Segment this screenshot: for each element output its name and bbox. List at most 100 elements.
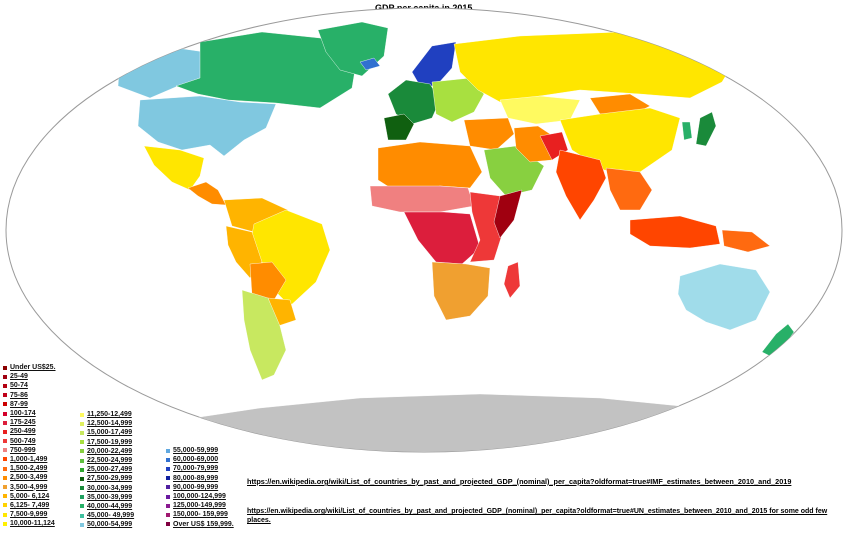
- legend-swatch: [80, 412, 84, 417]
- legend-label: 25-49: [10, 373, 28, 381]
- legend-label: 100,000-124,999: [173, 493, 226, 501]
- legend-item: 750-999: [3, 446, 56, 455]
- legend-swatch: [3, 466, 7, 471]
- region-iceland: [359, 57, 381, 71]
- legend-label: 35,000-39,999: [87, 493, 133, 501]
- legend-swatch: [3, 457, 7, 462]
- legend-swatch: [3, 374, 7, 379]
- legend-label: 17,500-19,999: [87, 438, 133, 446]
- legend-swatch: [166, 466, 170, 471]
- legend-swatch: [80, 522, 84, 527]
- region-sahel: [369, 185, 475, 213]
- legend-label: 40,000-44,999: [87, 502, 133, 510]
- legend-label: 27,500-29,999: [87, 475, 133, 483]
- region-mexico: [143, 145, 205, 191]
- legend-item: 125,000-149,999: [166, 501, 234, 510]
- legend-swatch: [3, 420, 7, 425]
- legend-item: 1,000-1,499: [3, 455, 56, 464]
- legend-swatch: [3, 383, 7, 388]
- legend-swatch: [80, 440, 84, 445]
- region-north-africa: [377, 141, 483, 195]
- region-united-states: [137, 95, 277, 157]
- legend-item: 30,000-34,999: [80, 484, 134, 493]
- legend-item: 45,000- 49,999: [80, 511, 134, 520]
- legend-label: 6,125- 7,499: [10, 501, 50, 509]
- legend-label: 15,000-17,499: [87, 429, 133, 437]
- legend-label: 75-86: [10, 391, 28, 399]
- legend-item: 175-245: [3, 418, 56, 427]
- legend-label: 22,500-24,999: [87, 457, 133, 465]
- legend-swatch: [166, 448, 170, 453]
- legend-swatch: [80, 476, 84, 481]
- legend-item: 500-749: [3, 437, 56, 446]
- legend-item: Under US$25.: [3, 363, 56, 372]
- legend-item: 87-99: [3, 400, 56, 409]
- legend-swatch: [3, 494, 7, 499]
- legend-label: Under US$25.: [10, 364, 56, 372]
- legend-swatch: [80, 486, 84, 491]
- legend-label: Over US$ 159,999.: [173, 520, 234, 528]
- legend-item: 25-49: [3, 372, 56, 381]
- legend-item: 11,250-12,499: [80, 410, 134, 419]
- legend-item: 20,000-22,499: [80, 447, 134, 456]
- region-southern-africa: [431, 261, 491, 321]
- legend-label: 10,000-11,124: [10, 520, 55, 528]
- legend-label: 55,000-59,999: [173, 447, 219, 455]
- legend-label: 50,000-54,999: [87, 521, 133, 529]
- legend-item: 80,000-89,999: [166, 474, 234, 483]
- legend-swatch: [3, 448, 7, 453]
- region-australia: [677, 263, 771, 331]
- legend-label: 87-99: [10, 400, 28, 408]
- legend-swatch: [3, 402, 7, 407]
- legend-label: 2,500-3,499: [10, 474, 48, 482]
- legend-swatch: [166, 457, 170, 462]
- legend-item: 90,000-99,999: [166, 483, 234, 492]
- legend-swatch: [80, 421, 84, 426]
- legend-label: 5,000- 6,124: [10, 492, 50, 500]
- legend-item: 10,000-11,124: [3, 519, 56, 528]
- legend-item: 5,000- 6,124: [3, 492, 56, 501]
- legend-swatch: [80, 495, 84, 500]
- region-madagascar: [503, 261, 521, 299]
- region-central-africa: [403, 211, 481, 265]
- legend-label: 30,000-34,999: [87, 484, 133, 492]
- legend-swatch: [166, 494, 170, 499]
- legend-swatch: [80, 458, 84, 463]
- legend-column-1: Under US$25. 25-49 50-74 75-86 87-99 100-174 1…: [3, 363, 56, 528]
- legend-swatch: [80, 467, 84, 472]
- legend-label: 50-74: [10, 382, 28, 390]
- source-link-un[interactable]: https://en.wikipedia.org/wiki/List_of_co…: [247, 508, 828, 524]
- legend-item: 15,000-17,499: [80, 428, 134, 437]
- legend-item: 2,500-3,499: [3, 473, 56, 482]
- legend-label: 11,250-12,499: [87, 411, 132, 419]
- legend-swatch: [166, 522, 170, 527]
- region-southeast-asia: [605, 167, 653, 211]
- legend-swatch: [3, 439, 7, 444]
- legend-label: 12,500-14,999: [87, 420, 133, 428]
- legend-item: 250-499: [3, 427, 56, 436]
- legend-label: 70,000-79,999: [173, 465, 219, 473]
- legend-label: 150,000- 159,999: [173, 511, 228, 519]
- region-japan: [695, 111, 717, 147]
- source-link-imf[interactable]: https://en.wikipedia.org/wiki/List_of_co…: [247, 477, 792, 486]
- legend-swatch: [3, 365, 7, 370]
- region-indonesia: [629, 215, 721, 249]
- region-korea: [681, 121, 693, 141]
- legend-column-3: 55,000-59,999 60,000-69,000 70,000-79,999 8…: [166, 446, 234, 529]
- legend-label: 1,000-1,499: [10, 455, 48, 463]
- legend-swatch: [166, 503, 170, 508]
- legend-label: 500-749: [10, 437, 36, 445]
- legend-label: 7,500-9,999: [10, 511, 48, 519]
- legend-swatch: [3, 503, 7, 508]
- legend-item: 17,500-19,999: [80, 438, 134, 447]
- legend-label: 175-245: [10, 419, 36, 427]
- legend-swatch: [166, 476, 170, 481]
- legend-label: 100-174: [10, 410, 36, 418]
- legend-label: 20,000-22,499: [87, 447, 133, 455]
- legend-swatch: [3, 475, 7, 480]
- region-argentina-chile: [241, 289, 287, 381]
- region-spain-portugal: [383, 113, 415, 141]
- legend-label: 60,000-69,000: [173, 456, 219, 464]
- legend-item: 35,000-39,999: [80, 493, 134, 502]
